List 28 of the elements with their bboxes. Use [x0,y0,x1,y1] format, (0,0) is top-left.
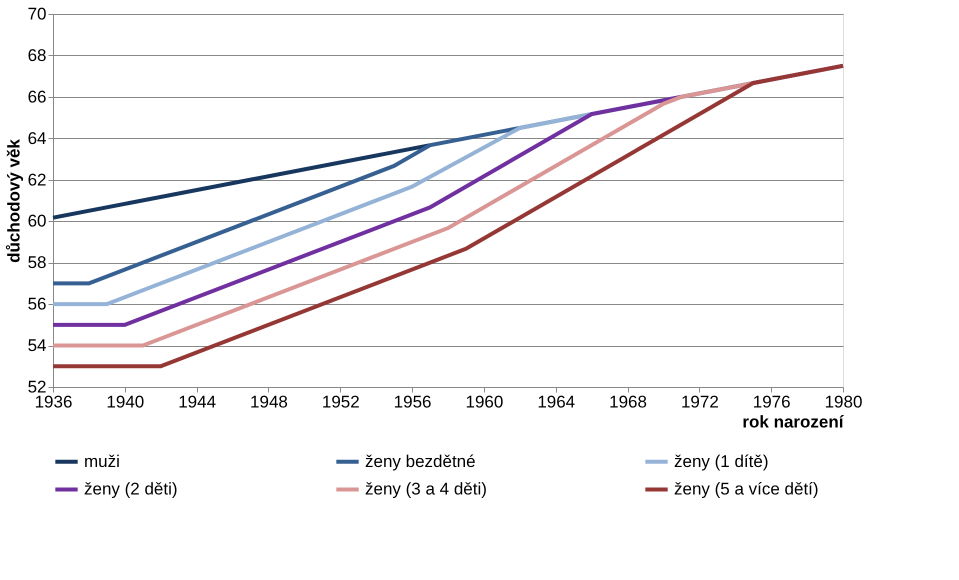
x-tick-label: 1956 [394,392,432,412]
legend-label: ženy (2 děti) [84,480,178,498]
y-tick-label: 58 [28,253,46,272]
y-tick-label: 66 [28,87,46,106]
x-tick-label: 1964 [537,392,576,412]
legend-label: muži [84,452,120,471]
y-tick-label: 60 [28,212,46,231]
x-tick-label: 1940 [106,392,144,412]
y-tick-label: 56 [28,294,46,314]
y-axis-title: důchodový věk [4,138,24,263]
y-tick-label: 54 [28,336,46,356]
x-tick-label: 1948 [250,392,288,412]
y-tick-label: 62 [28,170,46,190]
y-tick-label: 70 [28,4,46,24]
legend-label: ženy bezdětné [365,452,476,471]
x-tick-label: 1980 [824,392,862,412]
legend-label: ženy (1 dítě) [674,452,768,471]
legend-label: ženy (5 a více dětí) [674,480,819,498]
x-tick-label: 1968 [609,392,647,412]
y-tick-label: 68 [28,46,46,65]
x-tick-label: 1976 [752,392,791,412]
y-tick-label: 64 [28,128,46,148]
x-tick-label: 1952 [322,392,360,412]
x-tick-label: 1960 [465,392,504,412]
x-tick-label: 1944 [178,392,216,412]
legend-label: ženy (3 a 4 děti) [365,480,487,498]
x-tick-label: 1972 [680,392,719,412]
x-axis-title: rok narození [742,412,845,432]
